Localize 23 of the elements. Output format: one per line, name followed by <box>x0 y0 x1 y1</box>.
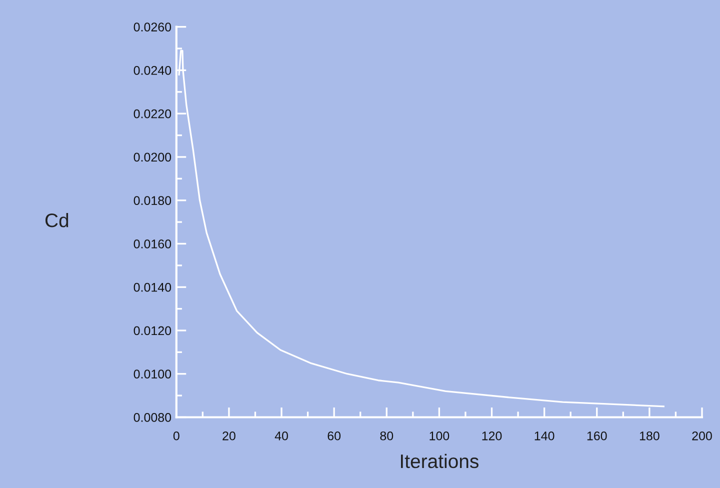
x-tick-label: 160 <box>587 431 607 440</box>
x-axis-title: Iterations <box>401 454 478 468</box>
x-tick-label: 0 <box>173 431 180 440</box>
x-tick-label: 180 <box>640 431 660 440</box>
y-tick-label: 0.0200 <box>134 152 172 162</box>
y-tick-label: 0.0180 <box>134 196 172 206</box>
y-tick-label: 0.0080 <box>134 413 172 422</box>
x-tick-label: 80 <box>380 431 394 440</box>
y-axis-title: Cd <box>45 212 68 228</box>
x-tick-label: 20 <box>222 431 236 440</box>
y-tick-label: 0.0240 <box>134 66 172 75</box>
x-tick-label: 200 <box>692 431 712 440</box>
y-tick-label: 0.0260 <box>134 22 172 32</box>
y-tick-label: 0.0140 <box>134 282 172 292</box>
x-tick-label: 40 <box>274 431 288 440</box>
y-tick-label: 0.0220 <box>134 109 172 118</box>
y-tick-label: 0.0100 <box>134 370 172 379</box>
x-tick-label: 140 <box>534 431 554 440</box>
x-tick-label: 100 <box>430 431 450 440</box>
y-tick-label: 0.0160 <box>134 240 172 248</box>
x-tick-label: 120 <box>482 431 502 440</box>
y-tick-label: 0.0120 <box>134 326 172 336</box>
x-tick-label: 60 <box>328 431 341 440</box>
